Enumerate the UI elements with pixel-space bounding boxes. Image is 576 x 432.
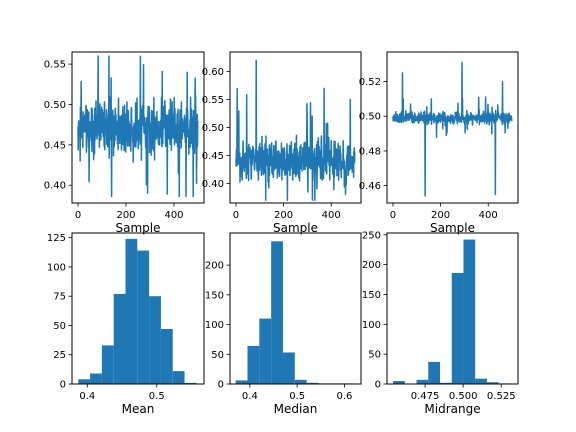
axes-frame: [386, 51, 519, 204]
x-tick-label: 0.475: [411, 391, 440, 402]
x-tick-label: 400: [164, 210, 183, 221]
plot-area: [392, 61, 513, 197]
histogram-bar: [306, 382, 319, 384]
x-axis-title: Midrange: [424, 402, 480, 416]
x-tick-label: 0.4: [79, 391, 95, 402]
histogram-bar: [172, 371, 185, 384]
subplot-top-middle: 0 200 400 0.40 0.45 0.50 0.55 0.60 Sample: [202, 51, 362, 235]
histogram-bar: [149, 296, 161, 384]
y-tick-label: 0.50: [359, 112, 381, 123]
y-tick-label: 50: [53, 321, 66, 332]
x-tick-label: 200: [431, 210, 450, 221]
histogram-bar: [184, 382, 197, 384]
y-tick-label: 0.60: [202, 67, 224, 78]
subplot-bottom-right: 0.475 0.500 0.525 0 50 100 150 200 250 Midrange: [362, 230, 519, 416]
y-tick-label: 0.55: [44, 60, 66, 71]
y-tick-label: 100: [362, 320, 381, 331]
histogram-bar: [271, 241, 283, 384]
x-axis-title: Sample: [273, 221, 318, 235]
plot-area: [235, 59, 356, 201]
x-axis-title: Mean: [122, 402, 155, 416]
x-tick-label: 200: [116, 210, 135, 221]
series-line: [392, 61, 513, 197]
y-tick-label: 0.40: [44, 181, 66, 192]
y-tick-label: 25: [53, 350, 66, 361]
histogram-bar: [259, 318, 272, 384]
histogram-bar: [393, 381, 405, 384]
x-tick-label: 0.4: [242, 391, 258, 402]
y-tick-label: 0.45: [44, 140, 66, 151]
y-tick-label: 0: [218, 380, 224, 391]
histogram-bar: [101, 345, 114, 384]
histogram-bar: [282, 352, 295, 384]
series-line: [235, 59, 356, 201]
axes-frame: [71, 51, 205, 204]
y-tick-label: 100: [205, 320, 224, 331]
plot-area: [77, 55, 199, 198]
histogram-bar: [451, 272, 464, 384]
y-tick-label: 0.46: [359, 181, 381, 192]
y-tick-label: 0.45: [202, 151, 224, 162]
x-axis-title: Sample: [116, 221, 161, 235]
histogram-bar: [416, 379, 429, 384]
x-tick-label: 0.500: [449, 391, 478, 402]
histogram-bar: [463, 239, 476, 384]
histogram-bar: [137, 250, 150, 384]
y-tick-label: 0: [375, 380, 381, 391]
x-tick-label: 0.5: [289, 391, 305, 402]
x-tick-label: 0: [75, 210, 81, 221]
plot-area: [78, 238, 197, 384]
x-tick-label: 0.5: [149, 391, 165, 402]
y-tick-label: 0.48: [359, 146, 381, 157]
histogram-bar: [160, 328, 173, 384]
axes-frame: [386, 232, 519, 385]
x-tick-label: 0: [233, 210, 239, 221]
y-tick-label: 200: [362, 260, 381, 271]
subplot-bottom-left: 0.4 0.5 0 25 50 75 100 125 Mean: [47, 232, 205, 416]
y-tick-label: 0.50: [202, 123, 224, 134]
histogram-bar: [125, 238, 138, 384]
x-tick-label: 0.6: [336, 391, 352, 402]
histogram-bar: [486, 382, 499, 384]
x-tick-label: 200: [274, 210, 293, 221]
histogram-bar: [475, 378, 487, 384]
y-tick-label: 50: [368, 350, 381, 361]
histogram-bar: [90, 373, 102, 384]
x-axis-title: Sample: [430, 221, 475, 235]
x-tick-label: 400: [479, 210, 498, 221]
y-tick-label: 150: [205, 290, 224, 301]
x-axis-title: Median: [274, 402, 318, 416]
histogram-bar: [235, 380, 248, 384]
series-line: [77, 55, 199, 198]
y-tick-label: 150: [362, 290, 381, 301]
y-tick-label: 125: [47, 233, 66, 244]
axes-frame: [71, 232, 205, 385]
y-tick-label: 0.55: [202, 95, 224, 106]
axes-frame: [229, 232, 362, 385]
y-tick-label: 100: [47, 262, 66, 273]
histogram-bar: [294, 379, 307, 384]
x-tick-label: 0.525: [487, 391, 516, 402]
y-tick-label: 0.50: [44, 100, 66, 111]
y-tick-label: 250: [362, 230, 381, 241]
y-tick-label: 0.52: [359, 77, 381, 88]
y-tick-label: 0: [60, 380, 66, 391]
histogram-bar: [113, 293, 126, 384]
histogram-bar: [247, 345, 260, 384]
y-tick-label: 200: [205, 261, 224, 272]
histogram-bar: [440, 382, 452, 384]
x-tick-label: 400: [322, 210, 341, 221]
x-tick-label: 0: [390, 210, 396, 221]
subplot-bottom-middle: 0.4 0.5 0.6 0 50 100 150 200 Median: [205, 232, 362, 416]
y-tick-label: 0.40: [202, 179, 224, 190]
subplot-top-right: 0 200 400 0.46 0.48 0.50 0.52 Sample: [359, 51, 519, 235]
y-tick-label: 75: [53, 292, 66, 303]
histogram-bar: [78, 379, 91, 384]
y-tick-label: 50: [211, 350, 224, 361]
histogram-bar: [428, 361, 441, 384]
subplot-top-left: 0 200 400 0.40 0.45 0.50 0.55 Sample: [44, 51, 205, 235]
